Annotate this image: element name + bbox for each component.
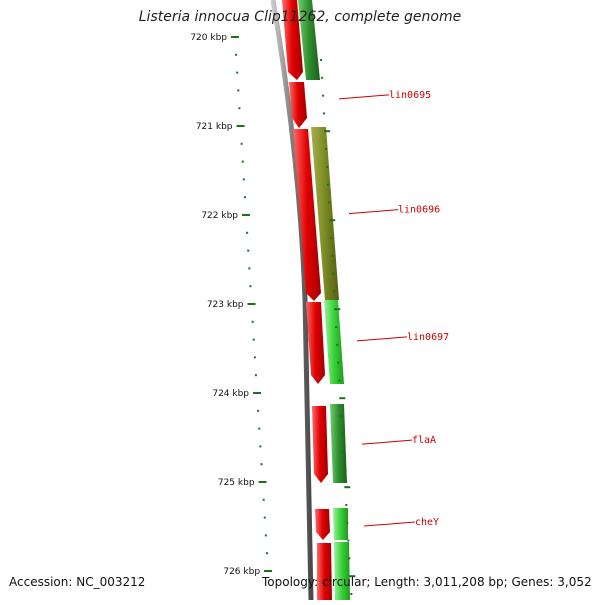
kbp-tick-label: 720 kbp (190, 33, 227, 43)
red-gene-arrow (312, 406, 328, 483)
green-gene-bar (298, 0, 320, 80)
genome-summary-text: Topology: circular; Length: 3,011,208 bp… (262, 575, 592, 589)
red-gene-arrow (306, 302, 325, 384)
lightgreen-gene-bar (334, 542, 350, 600)
red-gene-arrow (282, 0, 303, 80)
right-tick-marks (320, 59, 356, 595)
kbp-tick-label: 722 kbp (201, 211, 238, 221)
gene-label[interactable]: lin0695 (389, 90, 431, 101)
gene-label[interactable]: flaA (412, 435, 436, 446)
dna-backbone (270, 0, 314, 601)
gene-leader-line (338, 94, 390, 100)
kbp-tick-label: 725 kbp (218, 478, 255, 488)
gene-labels: lin0695 lin0696 lin0697 flaA cheY (338, 90, 449, 528)
red-gene-arrow (317, 543, 332, 600)
gene-label[interactable]: cheY (415, 517, 439, 528)
kbp-tick-label: 724 kbp (212, 389, 249, 399)
red-gene-track (282, 0, 332, 600)
accession-text: Accession: NC_003212 (9, 575, 146, 589)
gene-leader-line (356, 336, 408, 342)
kbp-tick-label: 721 kbp (196, 122, 233, 132)
lightgreen-gene-bar (333, 508, 348, 540)
kbp-tick-label: 723 kbp (207, 300, 244, 310)
kbp-ruler: 720 kbp 721 kbp 722 kbp 723 kbp 724 kbp 725 k… (190, 33, 273, 577)
gene-leader-line (361, 439, 413, 445)
gene-leader-line (348, 209, 399, 215)
lightgreen-gene-bar (324, 300, 344, 384)
red-gene-arrow (315, 509, 330, 540)
green-gene-bar (330, 404, 347, 483)
gene-label[interactable]: lin0697 (407, 332, 449, 343)
kbp-tick-label: 726 kbp (223, 567, 260, 577)
gene-label[interactable]: lin0696 (398, 205, 440, 216)
gene-leader-line (363, 521, 416, 527)
red-gene-arrow (293, 129, 321, 301)
page-title: Listeria innocua Clip11262, complete gen… (138, 9, 462, 25)
red-gene-arrow (289, 82, 307, 128)
